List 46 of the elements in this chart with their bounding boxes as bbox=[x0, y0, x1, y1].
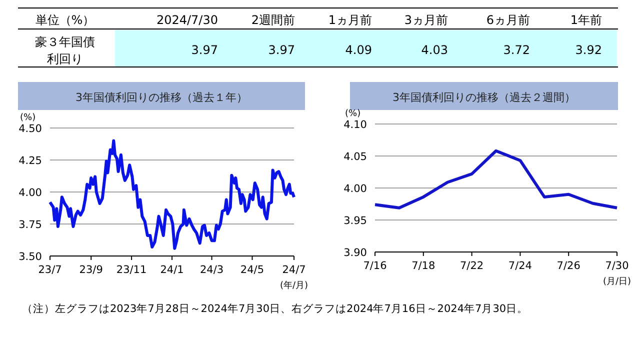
y-axis-title: (%) bbox=[345, 109, 361, 119]
category-label: 1年前 bbox=[570, 13, 602, 27]
y-tick-label: 4.00 bbox=[18, 187, 42, 199]
y-tick-label: 3.95 bbox=[344, 215, 367, 227]
category-label: 6ヵ月前 bbox=[486, 13, 530, 27]
x-tick-label: 24/7 bbox=[282, 264, 306, 276]
y-axis-title: (%) bbox=[20, 113, 36, 123]
data-label: 3.97 bbox=[191, 43, 218, 57]
data-label: 3.92 bbox=[575, 43, 602, 57]
y-tick-label: 4.10 bbox=[344, 119, 367, 131]
y-tick-label: 3.75 bbox=[18, 219, 42, 231]
x-tick-label: 23/11 bbox=[116, 264, 147, 276]
category-label: 3ヵ月前 bbox=[404, 13, 448, 27]
y-tick-label: 3.90 bbox=[344, 247, 367, 259]
data-label: 4.03 bbox=[421, 43, 448, 57]
category-label: 1ヵ月前 bbox=[328, 13, 372, 27]
x-tick-label: 7/26 bbox=[556, 260, 581, 272]
x-tick-label: 23/7 bbox=[38, 264, 62, 276]
y-tick-label: 4.00 bbox=[344, 183, 367, 195]
y-tick-label: 3.50 bbox=[18, 251, 42, 263]
x-tick-label: 7/18 bbox=[412, 260, 436, 272]
y-tick-label: 4.50 bbox=[18, 123, 42, 135]
x-axis-title: (月/日) bbox=[602, 277, 632, 287]
data-label: 4.09 bbox=[345, 43, 372, 57]
x-tick-label: 24/1 bbox=[160, 264, 184, 276]
text: 単位（%） bbox=[35, 13, 95, 27]
line-series bbox=[48, 139, 296, 250]
x-tick-label: 7/16 bbox=[363, 260, 388, 272]
x-tick-label: 24/3 bbox=[200, 264, 224, 276]
x-tick-label: 7/22 bbox=[460, 260, 484, 272]
series-label: 豪３年国債利回り bbox=[35, 35, 95, 66]
y-tick-label: 4.05 bbox=[344, 151, 367, 163]
category-label: 2週間前 bbox=[251, 13, 295, 27]
line-series bbox=[374, 149, 618, 210]
chart-title: 3年国債利回りの推移（過去２週間） bbox=[392, 91, 576, 104]
category-label: 2024/7/30 bbox=[156, 13, 218, 27]
x-tick-label: 23/9 bbox=[79, 264, 103, 276]
chart-title: 3年国債利回りの推移（過去１年） bbox=[76, 91, 248, 104]
data-label: 3.72 bbox=[503, 43, 530, 57]
data-label: 3.97 bbox=[268, 43, 295, 57]
text: （注）左グラフは2023年7月28日～2024年7月30日、右グラフは2024年7月16日～2024年7月30日。 bbox=[22, 302, 528, 315]
x-tick-label: 24/5 bbox=[240, 264, 264, 276]
y-tick-label: 4.25 bbox=[18, 155, 42, 167]
x-axis-title: (年/月) bbox=[280, 280, 308, 291]
x-tick-label: 7/24 bbox=[508, 260, 532, 272]
x-tick-label: 7/30 bbox=[605, 260, 629, 272]
